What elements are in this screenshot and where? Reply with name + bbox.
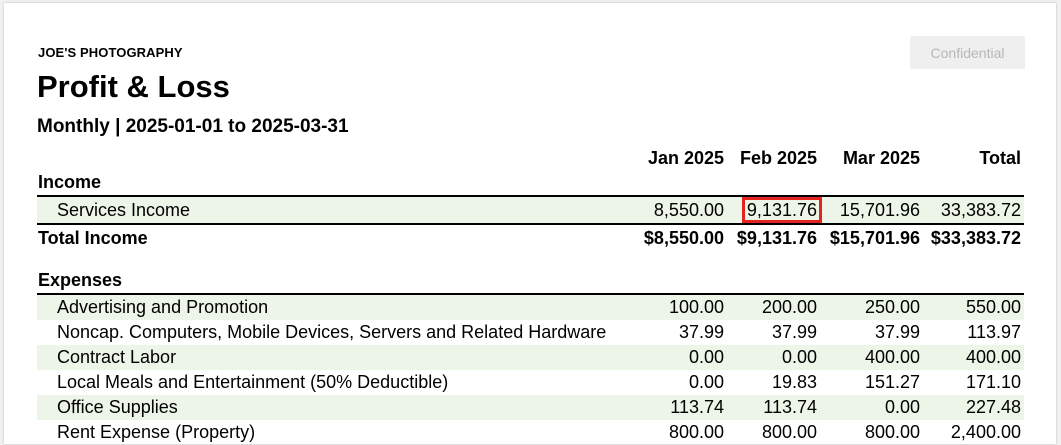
row-label: Services Income xyxy=(37,196,634,224)
row-label: Rent Expense (Property) xyxy=(57,422,256,442)
row-value-total: 550.00 xyxy=(923,294,1024,320)
column-header-jan: Jan 2025 xyxy=(647,148,724,168)
row-label: Office Supplies xyxy=(37,395,634,420)
table-row[interactable]: Office Supplies 113.74 113.74 0.00 227.4… xyxy=(37,395,1024,420)
table-row[interactable]: Advertising and Promotion 100.00 200.00 … xyxy=(37,294,1024,320)
income-heading: Income xyxy=(37,169,1024,197)
total-income-row: Total Income $8,550.00 $9,131.76 $15,701… xyxy=(37,223,1024,251)
total-income-label: Total Income xyxy=(37,223,634,251)
row-value-jan: 0.00 xyxy=(688,372,724,392)
row-value-mar: 151.27 xyxy=(864,372,920,392)
row-label: Advertising and Promotion xyxy=(37,294,634,320)
profit-loss-table: Jan 2025 Feb 2025 Mar 2025 Total Income … xyxy=(37,144,1024,445)
table-row[interactable]: Services Income 8,550.00 9,131.76 15,701… xyxy=(37,196,1024,224)
row-value-jan: 37.99 xyxy=(678,322,724,342)
row-value-mar: 0.00 xyxy=(820,395,923,420)
row-value-jan: 100.00 xyxy=(634,294,727,320)
row-value-mar: 800.00 xyxy=(864,422,920,442)
column-header-feb: Feb 2025 xyxy=(739,148,817,168)
table-row[interactable]: Rent Expense (Property) 800.00 800.00 80… xyxy=(37,420,1024,445)
column-header-row: Jan 2025 Feb 2025 Mar 2025 Total xyxy=(37,144,1024,169)
row-value-mar: 250.00 xyxy=(820,294,923,320)
row-value-jan: 8,550.00 xyxy=(634,196,727,224)
expenses-heading: Expenses xyxy=(37,268,1024,295)
company-name: JOE'S PHOTOGRAPHY xyxy=(38,45,183,60)
row-value-jan: 0.00 xyxy=(634,345,727,370)
total-income-mar: $15,701.96 xyxy=(820,223,923,251)
expenses-section-header: Expenses xyxy=(37,268,1024,295)
row-value-total: 400.00 xyxy=(923,345,1024,370)
label-column-header xyxy=(37,144,634,169)
row-value-total: 2,400.00 xyxy=(950,422,1021,442)
row-label: Noncap. Computers, Mobile Devices, Serve… xyxy=(57,322,607,342)
column-header-total: Total xyxy=(979,148,1021,168)
row-value-feb: 113.74 xyxy=(727,395,820,420)
row-value-feb: 37.99 xyxy=(771,322,817,342)
report-title: Profit & Loss xyxy=(37,69,230,104)
row-label: Local Meals and Entertainment (50% Deduc… xyxy=(57,372,449,392)
row-value-feb: 0.00 xyxy=(727,345,820,370)
total-income-total: $33,383.72 xyxy=(923,223,1024,251)
row-value-total: 171.10 xyxy=(965,372,1021,392)
row-label: Contract Labor xyxy=(37,345,634,370)
row-value-feb: 200.00 xyxy=(727,294,820,320)
table-row[interactable]: Contract Labor 0.00 0.00 400.00 400.00 xyxy=(37,345,1024,370)
table-row[interactable]: Local Meals and Entertainment (50% Deduc… xyxy=(37,370,1024,395)
row-value-jan: 800.00 xyxy=(668,422,724,442)
row-value-feb: 19.83 xyxy=(771,372,817,392)
row-value-total: 227.48 xyxy=(923,395,1024,420)
income-section-header: Income xyxy=(37,169,1024,197)
row-value-jan: 113.74 xyxy=(634,395,727,420)
row-value-mar: 400.00 xyxy=(820,345,923,370)
confidential-button[interactable]: Confidential xyxy=(910,36,1025,69)
column-header-mar: Mar 2025 xyxy=(842,148,920,168)
report-subtitle: Monthly | 2025-01-01 to 2025-03-31 xyxy=(37,116,349,137)
row-value-total: 33,383.72 xyxy=(923,196,1024,224)
report-sheet: JOE'S PHOTOGRAPHY Profit & Loss Monthly … xyxy=(4,3,1056,444)
row-value-mar: 37.99 xyxy=(874,322,920,342)
spacer-row xyxy=(37,251,1024,268)
row-value-total: 113.97 xyxy=(967,322,1021,342)
row-value-feb: 800.00 xyxy=(761,422,817,442)
row-value-feb-highlighted[interactable]: 9,131.76 xyxy=(727,196,822,224)
highlight-box: 9,131.76 xyxy=(741,197,822,223)
total-income-jan: $8,550.00 xyxy=(634,223,727,251)
table-row[interactable]: Noncap. Computers, Mobile Devices, Serve… xyxy=(37,320,1024,345)
row-value-mar: 15,701.96 xyxy=(820,196,923,224)
total-income-feb: $9,131.76 xyxy=(727,223,820,251)
